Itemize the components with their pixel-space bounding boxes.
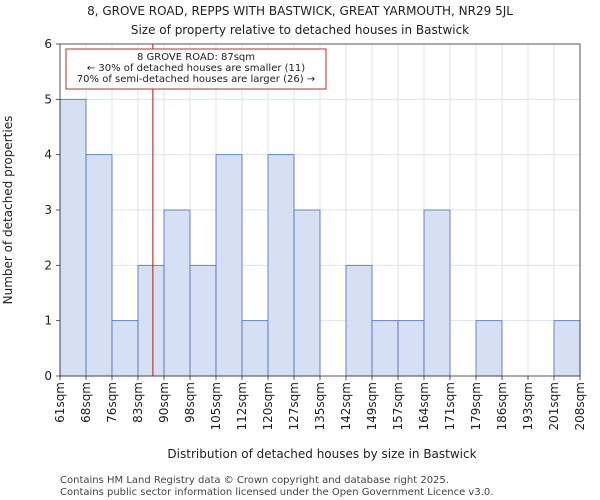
x-tick-label: 179sqm bbox=[469, 382, 483, 430]
x-tick-label: 164sqm bbox=[417, 382, 431, 430]
footer-line-1: Contains HM Land Registry data © Crown c… bbox=[60, 475, 449, 486]
x-tick-label: 98sqm bbox=[183, 382, 197, 423]
bar-127sqm bbox=[293, 209, 321, 377]
x-tick-label: 120sqm bbox=[261, 382, 275, 430]
bar-142sqm bbox=[345, 264, 373, 377]
y-tick-label: 3 bbox=[44, 203, 52, 217]
bar-149sqm bbox=[371, 320, 399, 377]
x-tick-label: 83sqm bbox=[131, 382, 145, 423]
x-axis-label: Distribution of detached houses by size … bbox=[167, 447, 476, 461]
x-tick-label: 208sqm bbox=[573, 382, 587, 430]
x-tick-label: 201sqm bbox=[547, 382, 561, 430]
annotation-box: 8 GROVE ROAD: 87sqm ← 30% of detached ho… bbox=[65, 48, 327, 90]
x-tick-label: 193sqm bbox=[521, 382, 535, 430]
bar-164sqm bbox=[423, 209, 451, 377]
x-axis-ticks: 61sqm 68sqm 76sqm 83sqm 90sqm 98sqm 105sqm 112s… bbox=[53, 376, 587, 430]
x-tick-label: 142sqm bbox=[339, 382, 353, 430]
annotation-line-3: 70% of semi-detached houses are larger (… bbox=[77, 74, 315, 85]
x-tick-label: 186sqm bbox=[495, 382, 509, 430]
x-tick-label: 149sqm bbox=[365, 382, 379, 430]
x-tick-label: 112sqm bbox=[235, 382, 249, 430]
x-tick-label: 105sqm bbox=[209, 382, 223, 430]
chart-title: 8, GROVE ROAD, REPPS WITH BASTWICK, GREA… bbox=[87, 4, 513, 18]
bar-68sqm bbox=[85, 154, 113, 377]
bar-105sqm bbox=[215, 154, 243, 377]
chart-subtitle: Size of property relative to detached ho… bbox=[131, 23, 469, 37]
bar-98sqm bbox=[189, 264, 217, 377]
y-axis-ticks: 0 1 2 3 4 5 6 bbox=[44, 37, 60, 383]
bar-157sqm bbox=[397, 320, 425, 377]
x-tick-label: 68sqm bbox=[79, 382, 93, 423]
x-tick-label: 76sqm bbox=[105, 382, 119, 423]
bar-120sqm bbox=[267, 154, 295, 377]
y-axis-label: Number of detached properties bbox=[1, 116, 15, 305]
annotation-line-1: 8 GROVE ROAD: 87sqm bbox=[137, 52, 255, 63]
x-tick-label: 61sqm bbox=[53, 382, 67, 423]
y-tick-label: 0 bbox=[44, 369, 52, 383]
bar-83sqm bbox=[137, 264, 165, 377]
x-tick-label: 90sqm bbox=[157, 382, 171, 423]
bar-61sqm bbox=[59, 98, 87, 377]
bar-201sqm bbox=[553, 320, 581, 377]
x-tick-label: 135sqm bbox=[313, 382, 327, 430]
bar-112sqm bbox=[241, 320, 269, 377]
footer-line-2: Contains public sector information licen… bbox=[60, 487, 493, 498]
y-tick-label: 4 bbox=[44, 148, 52, 162]
annotation-frame bbox=[65, 48, 327, 90]
bar-179sqm bbox=[475, 320, 503, 377]
x-tick-label: 171sqm bbox=[443, 382, 457, 430]
y-tick-label: 1 bbox=[44, 314, 52, 328]
x-tick-label: 157sqm bbox=[391, 382, 405, 430]
x-tick-label: 127sqm bbox=[287, 382, 301, 430]
annotation-line-2: ← 30% of detached houses are smaller (11… bbox=[87, 63, 305, 74]
bars bbox=[59, 98, 581, 377]
y-tick-label: 2 bbox=[44, 258, 52, 272]
bar-90sqm bbox=[163, 209, 191, 377]
y-tick-label: 6 bbox=[44, 37, 52, 51]
bar-76sqm bbox=[111, 320, 139, 377]
y-tick-label: 5 bbox=[44, 92, 52, 106]
